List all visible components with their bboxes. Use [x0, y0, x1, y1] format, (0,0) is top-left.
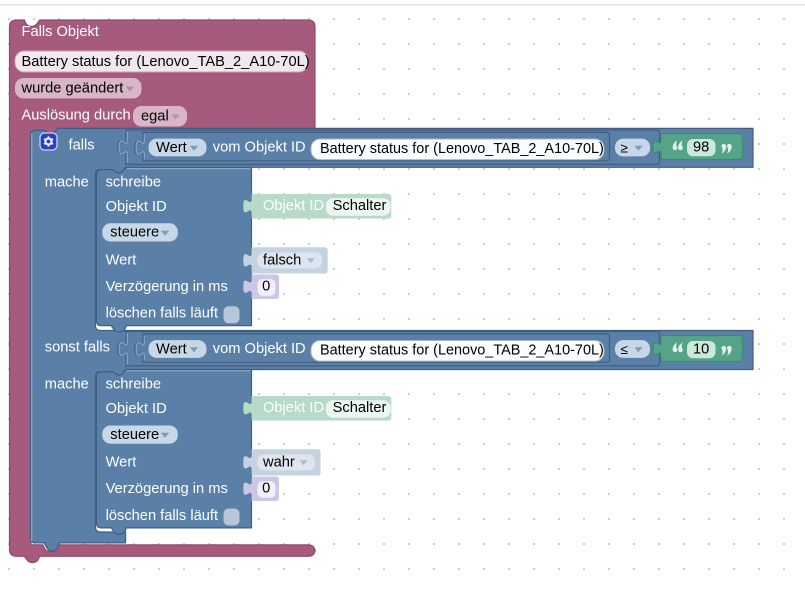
svg-text:Verzögerung in ms: Verzögerung in ms	[106, 481, 228, 497]
svg-text:vom Objekt ID: vom Objekt ID	[213, 341, 306, 357]
svg-text:wahr: wahr	[262, 454, 295, 470]
svg-text:löschen falls läuft: löschen falls läuft	[106, 508, 218, 524]
svg-text:Battery status for (Lenovo_TAB: Battery status for (Lenovo_TAB_2_A10-70L…	[320, 141, 604, 157]
svg-text:mache: mache	[45, 377, 89, 393]
svg-text:Schalter: Schalter	[333, 400, 387, 416]
svg-text:Battery status for (Lenovo_TAB: Battery status for (Lenovo_TAB_2_A10-70L…	[22, 54, 310, 70]
svg-text:falls: falls	[69, 138, 95, 154]
svg-text:Schalter: Schalter	[333, 198, 387, 214]
svg-text:Verzögerung in ms: Verzögerung in ms	[106, 279, 228, 295]
svg-text:Objekt ID: Objekt ID	[263, 400, 324, 416]
svg-text:Wert: Wert	[106, 455, 137, 471]
svg-text:10: 10	[693, 342, 709, 358]
svg-text:≥: ≥	[621, 140, 628, 155]
svg-text:schreibe: schreibe	[106, 377, 161, 393]
svg-text:mache: mache	[45, 175, 89, 191]
svg-text:löschen falls läuft: löschen falls läuft	[106, 306, 218, 322]
svg-text:Objekt ID: Objekt ID	[263, 198, 324, 214]
svg-text:Objekt ID: Objekt ID	[106, 199, 167, 215]
svg-text:Wert: Wert	[156, 140, 187, 156]
svg-text:98: 98	[693, 140, 709, 156]
svg-text:vom Objekt ID: vom Objekt ID	[213, 140, 306, 156]
svg-text:Battery status for (Lenovo_TAB: Battery status for (Lenovo_TAB_2_A10-70L…	[320, 343, 604, 359]
svg-text:steuere: steuere	[110, 225, 159, 241]
svg-text:Wert: Wert	[156, 341, 187, 357]
svg-text:falsch: falsch	[263, 252, 301, 268]
svg-text:Falls Objekt: Falls Objekt	[22, 24, 99, 40]
svg-text:egal: egal	[141, 109, 169, 125]
svg-text:Wert: Wert	[106, 252, 137, 268]
svg-text:0: 0	[262, 481, 270, 497]
svg-text:wurde geändert: wurde geändert	[21, 81, 124, 97]
svg-text:Auslösung durch: Auslösung durch	[22, 108, 131, 124]
svg-text:steuere: steuere	[110, 427, 159, 443]
svg-text:Objekt ID: Objekt ID	[106, 401, 167, 417]
svg-text:0: 0	[262, 279, 270, 295]
svg-text:≤: ≤	[621, 342, 628, 357]
svg-text:schreibe: schreibe	[106, 174, 161, 190]
svg-text:sonst falls: sonst falls	[45, 339, 110, 355]
